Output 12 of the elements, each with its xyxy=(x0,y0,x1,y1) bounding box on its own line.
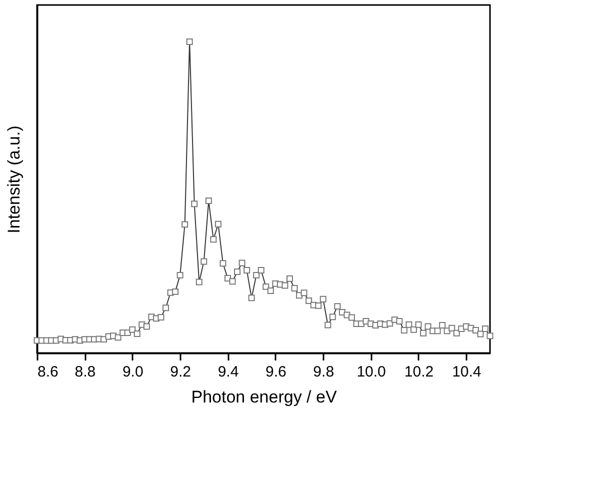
x-tick-label: 9.0 xyxy=(122,364,144,380)
x-tick-label: 9.6 xyxy=(265,364,286,380)
x-tick-label: 10.0 xyxy=(356,364,386,380)
x-axis-title: Photon energy / eV xyxy=(191,388,338,406)
x-tick-label: 8.8 xyxy=(74,364,96,380)
x-tick-label: 9.8 xyxy=(313,364,334,380)
x-tick-label: 8.6 xyxy=(38,364,58,380)
x-tick-label: 9.2 xyxy=(170,364,191,380)
x-tick-label: 9.4 xyxy=(218,364,239,380)
x-tick-label: 10.2 xyxy=(404,364,434,380)
y-axis-title: Intensity (a.u.) xyxy=(4,126,24,234)
x-tick-label: 10.4 xyxy=(452,364,482,380)
